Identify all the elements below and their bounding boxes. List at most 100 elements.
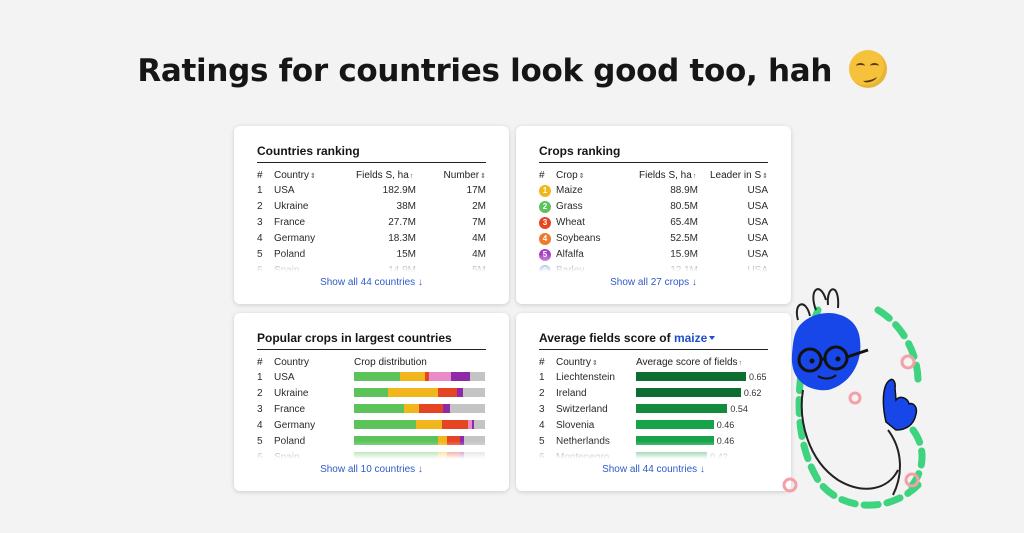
row-country: Ireland	[556, 388, 587, 399]
sort-asc-icon: ↑	[738, 360, 743, 367]
distribution-segment	[460, 452, 464, 459]
row-index: 5	[539, 436, 545, 447]
distribution-segment	[462, 388, 485, 397]
countries-ranking-card: Countries ranking # Country⇕ Fields S, h…	[234, 126, 509, 304]
row-crop: Alfalfa	[556, 249, 584, 260]
table-row[interactable]: 6 Barley 12.1M USA	[539, 264, 768, 272]
row-index: 1	[257, 372, 263, 383]
distribution-segment	[446, 436, 461, 445]
mouth	[817, 374, 837, 380]
card-title-text: Average fields score of	[539, 331, 671, 345]
crop-selector-dropdown[interactable]: maize	[674, 331, 716, 345]
distribution-segment	[446, 452, 461, 459]
row-country: Germany	[274, 233, 316, 244]
col-country-sort[interactable]: Country⇕	[274, 170, 316, 181]
distribution-segment	[471, 420, 475, 429]
row-country: Netherlands	[556, 436, 610, 447]
table-body: 1 Liechtenstein 0.65 2 Ireland 0.62 3 Switzerla…	[539, 371, 768, 459]
row-leader: USA	[747, 217, 768, 228]
distribution-segment	[354, 420, 416, 429]
col-fields-sort[interactable]: Fields S, ha↑	[356, 170, 414, 181]
col-fields-sort[interactable]: Fields S, ha↑	[639, 170, 697, 181]
row-index: 6	[257, 265, 263, 272]
show-all-countries-link[interactable]: Show all 44 countries ↓	[320, 277, 423, 288]
pink-ring	[900, 354, 916, 370]
distribution-segment	[437, 452, 447, 459]
row-country: Liechtenstein	[556, 372, 615, 383]
table-row[interactable]: 2 Ukraine 38M 2M	[257, 200, 486, 216]
col-crop-sort[interactable]: Crop⇕	[556, 170, 585, 181]
col-leader-sort[interactable]: Leader in S⇕	[709, 170, 768, 181]
distribution-segment	[354, 452, 438, 459]
distribution-segment	[474, 420, 485, 429]
row-fields: 15.9M	[670, 249, 698, 260]
distribution-segment	[449, 404, 485, 413]
card-title: Popular crops in largest countries	[257, 331, 486, 350]
table-row[interactable]: 4 Soybeans 52.5M USA	[539, 232, 768, 248]
table-header: # Country Crop distribution	[257, 357, 486, 371]
table-row[interactable]: 2 Ukraine	[257, 387, 486, 403]
table-row[interactable]: 5 Alfalfa 15.9M USA	[539, 248, 768, 264]
score-bar	[636, 452, 708, 459]
col-score-sort[interactable]: Average score of fields↑	[636, 357, 743, 368]
row-country: Germany	[274, 420, 316, 431]
eye-left	[809, 358, 815, 364]
row-country: USA	[274, 372, 295, 383]
table-row[interactable]: 5 Netherlands 0.46	[539, 435, 768, 451]
rank-badge-icon: 3	[539, 217, 551, 229]
table-row[interactable]: 5 Poland 15M 4M	[257, 248, 486, 264]
col-number-sort[interactable]: Number⇕	[443, 170, 486, 181]
score-label: 0.62	[743, 388, 762, 398]
show-all-countries-link[interactable]: Show all 10 countries ↓	[320, 464, 423, 475]
distribution-segment	[441, 420, 468, 429]
row-index: 2	[257, 201, 263, 212]
row-country: Montenegro	[556, 452, 610, 459]
show-all-countries-link[interactable]: Show all 44 countries ↓	[602, 464, 705, 475]
rank-badge-icon: 5	[539, 249, 551, 261]
table-row[interactable]: 4 Germany	[257, 419, 486, 435]
row-leader: USA	[747, 185, 768, 196]
table-row[interactable]: 2 Grass 80.5M USA	[539, 200, 768, 216]
table-row[interactable]: 3 France	[257, 403, 486, 419]
score-label: 0.46	[716, 436, 735, 446]
rank-badge-icon: 2	[539, 201, 551, 213]
row-index: 6	[257, 452, 263, 459]
crop-distribution-bar	[354, 420, 485, 429]
distribution-segment	[467, 420, 472, 429]
hair-strands	[795, 288, 840, 321]
table-row[interactable]: 5 Poland	[257, 435, 486, 451]
table-row[interactable]: 1 Liechtenstein 0.65	[539, 371, 768, 387]
score-bar	[636, 404, 728, 413]
distribution-segment	[403, 404, 420, 413]
row-fields: 38M	[396, 201, 416, 212]
col-country: Country	[274, 357, 310, 368]
distribution-segment	[354, 404, 404, 413]
row-index: 2	[257, 388, 263, 399]
table-row[interactable]: 1 Maize 88.9M USA	[539, 184, 768, 200]
table-row[interactable]: 3 Switzerland 0.54	[539, 403, 768, 419]
distribution-segment	[388, 388, 438, 397]
row-index: 5	[257, 436, 263, 447]
table-row[interactable]: 6 Spain 14.9M 5M	[257, 264, 486, 272]
table-row[interactable]: 4 Germany 18.3M 4M	[257, 232, 486, 248]
row-leader: USA	[747, 265, 768, 272]
row-index: 1	[539, 372, 545, 383]
row-fields: 27.7M	[388, 217, 416, 228]
table-row[interactable]: 3 France 27.7M 7M	[257, 216, 486, 232]
pink-ring	[848, 391, 862, 405]
show-all-crops-link[interactable]: Show all 27 crops ↓	[610, 277, 697, 288]
table-row[interactable]: 1 USA 182.9M 17M	[257, 184, 486, 200]
score-bar	[636, 420, 714, 429]
row-country: Spain	[274, 452, 300, 459]
popular-crops-card: Popular crops in largest countries # Cou…	[234, 313, 509, 491]
table-row[interactable]: 3 Wheat 65.4M USA	[539, 216, 768, 232]
table-row[interactable]: 2 Ireland 0.62	[539, 387, 768, 403]
table-row[interactable]: 6 Spain	[257, 451, 486, 459]
table-row[interactable]: 6 Montenegro 0.42	[539, 451, 768, 459]
col-country-sort[interactable]: Country⇕	[556, 357, 598, 368]
table-header: # Country⇕ Average score of fields↑	[539, 357, 768, 371]
table-row[interactable]: 1 USA	[257, 371, 486, 387]
crop-distribution-bar	[354, 404, 485, 413]
row-country: Ukraine	[274, 201, 309, 212]
table-row[interactable]: 4 Slovenia 0.46	[539, 419, 768, 435]
